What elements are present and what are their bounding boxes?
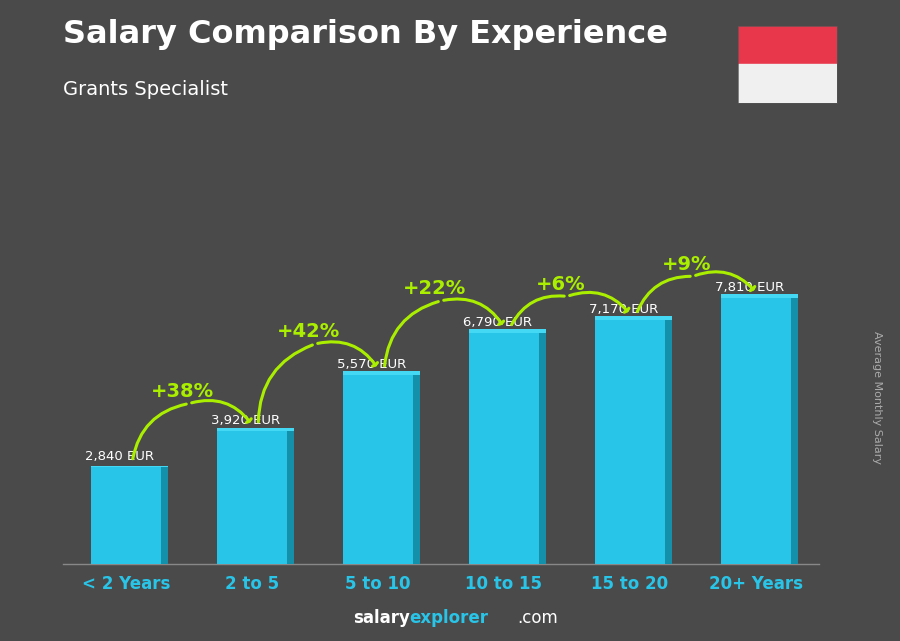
Bar bbox=[738, 64, 837, 103]
Text: +38%: +38% bbox=[151, 382, 214, 401]
Bar bbox=[721, 294, 797, 299]
Bar bbox=[538, 333, 545, 564]
Bar bbox=[217, 428, 293, 431]
Text: 2,840 EUR: 2,840 EUR bbox=[86, 451, 154, 463]
Bar bbox=[469, 329, 545, 333]
Text: Average Monthly Salary: Average Monthly Salary bbox=[872, 331, 883, 464]
Bar bbox=[92, 466, 167, 467]
Bar bbox=[664, 320, 671, 564]
Bar bbox=[595, 316, 671, 320]
Bar bbox=[217, 431, 286, 564]
Bar bbox=[92, 467, 160, 564]
Text: +6%: +6% bbox=[536, 275, 586, 294]
Text: 3,920 EUR: 3,920 EUR bbox=[212, 413, 280, 427]
Bar bbox=[721, 299, 790, 564]
Bar bbox=[595, 320, 664, 564]
Bar bbox=[286, 431, 293, 564]
Text: salary: salary bbox=[353, 609, 410, 627]
Text: .com: .com bbox=[518, 609, 558, 627]
Bar bbox=[343, 371, 419, 374]
Bar bbox=[790, 299, 797, 564]
Text: 6,790 EUR: 6,790 EUR bbox=[464, 316, 532, 329]
Bar bbox=[412, 374, 419, 564]
Text: 5,570 EUR: 5,570 EUR bbox=[338, 358, 406, 370]
Text: 7,810 EUR: 7,810 EUR bbox=[716, 281, 784, 294]
Bar bbox=[160, 467, 167, 564]
Text: explorer: explorer bbox=[410, 609, 489, 627]
Bar bbox=[469, 333, 538, 564]
Text: +22%: +22% bbox=[403, 279, 466, 298]
Text: +9%: +9% bbox=[662, 254, 711, 274]
Text: Salary Comparison By Experience: Salary Comparison By Experience bbox=[63, 19, 668, 50]
Text: 7,170 EUR: 7,170 EUR bbox=[590, 303, 658, 316]
Text: +42%: +42% bbox=[277, 322, 340, 342]
Bar bbox=[738, 26, 837, 64]
Text: Grants Specialist: Grants Specialist bbox=[63, 80, 228, 99]
Bar bbox=[343, 374, 412, 564]
